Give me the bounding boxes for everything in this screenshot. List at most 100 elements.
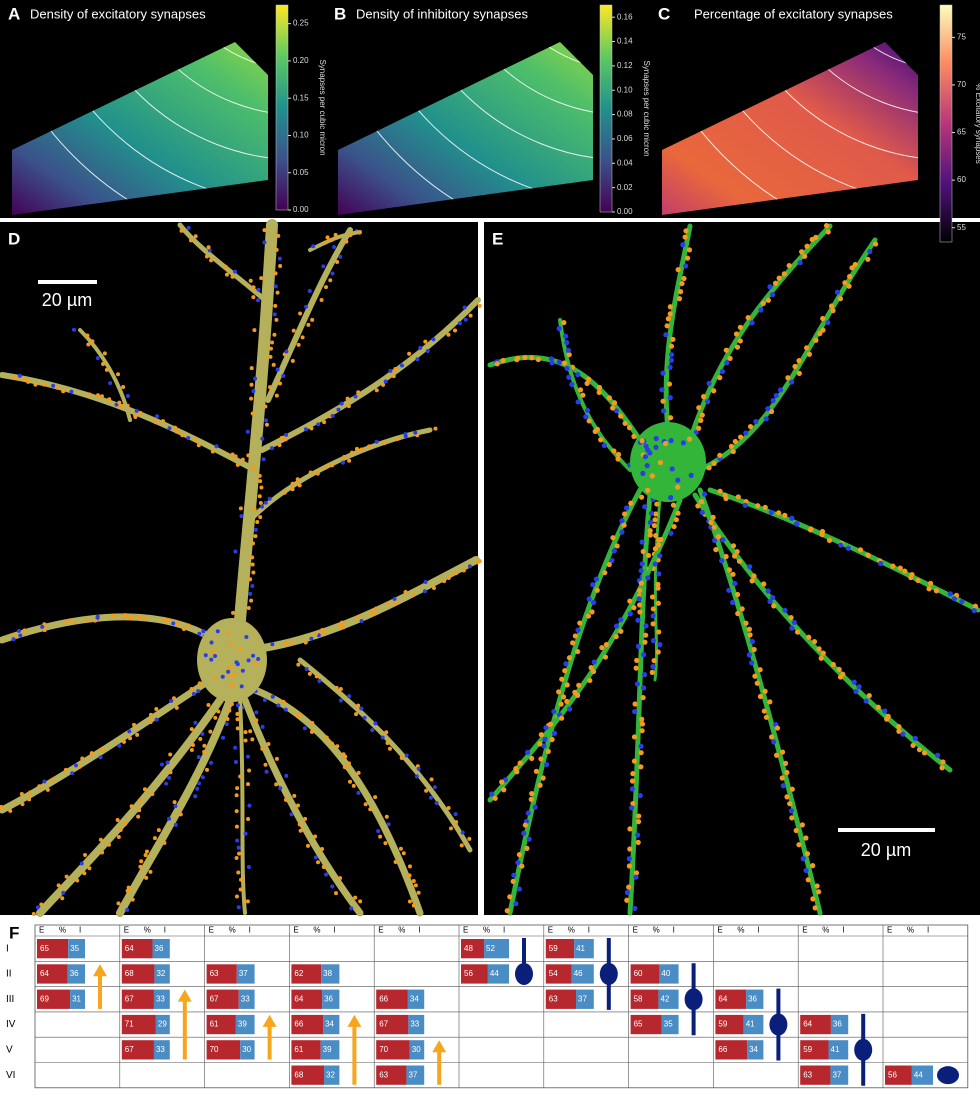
- excitatory-bar: [800, 1040, 829, 1060]
- synapse-dot: [188, 238, 193, 243]
- synapse-dot: [453, 812, 458, 817]
- inhibitory-value: 39: [238, 1020, 247, 1029]
- synapse-dot: [650, 606, 656, 612]
- synapse-dot: [723, 553, 729, 560]
- synapse-dot: [575, 372, 581, 378]
- excitatory-value: 70: [379, 1045, 388, 1054]
- synapse-dot: [662, 440, 669, 447]
- synapse-dot: [407, 873, 412, 878]
- column-header: E: [124, 926, 129, 935]
- synapse-dot: [619, 518, 625, 524]
- synapse-dot: [258, 501, 263, 506]
- synapse-dot: [278, 263, 283, 268]
- excitatory-value: 48: [464, 944, 473, 953]
- synapse-dot: [249, 598, 254, 603]
- colorbar-tick-label: 0.20: [293, 56, 309, 65]
- synapse-dot: [258, 479, 263, 484]
- synapse-dot: [732, 438, 738, 445]
- synapse-dot: [737, 338, 743, 344]
- synapse-dot: [311, 244, 316, 249]
- synapse-dot: [229, 683, 234, 688]
- synapse-dot: [267, 496, 272, 501]
- synapse-dot: [627, 598, 633, 604]
- synapse-dot: [599, 644, 605, 651]
- synapse-dot: [556, 689, 562, 695]
- synapse-dot: [404, 753, 409, 758]
- synapse-dot: [411, 878, 416, 883]
- dendrite: [308, 230, 362, 252]
- inhibitory-bar: [830, 1014, 849, 1035]
- dendrite: [116, 696, 234, 917]
- synapse-dot: [55, 385, 60, 390]
- synapse-dot: [215, 629, 220, 634]
- synapse-dot: [411, 592, 416, 597]
- synapse-dot: [934, 752, 941, 758]
- synapse-dot: [382, 441, 387, 446]
- inhibitory-bar: [324, 1065, 340, 1085]
- synapse-dot: [650, 664, 656, 670]
- inhibitory-value: 36: [70, 969, 79, 978]
- synapse-dot: [121, 385, 126, 390]
- excitatory-value: 67: [210, 994, 219, 1003]
- synapse-dot: [257, 494, 262, 499]
- excitatory-bar: [630, 964, 660, 984]
- column-header: E: [463, 926, 468, 935]
- colorbar-tick-label: 0.00: [617, 207, 633, 216]
- synapse-dot: [837, 296, 844, 302]
- synapse-dot: [330, 271, 335, 276]
- column-header: E: [548, 926, 553, 935]
- neuron-e: [487, 223, 980, 916]
- synapse-dot: [749, 660, 755, 666]
- synapse-dot: [234, 793, 239, 798]
- synapse-dot: [403, 432, 408, 437]
- synapse-dot: [522, 822, 528, 828]
- synapse-dot: [696, 425, 702, 431]
- column-header: I: [503, 926, 505, 935]
- synapse-dot: [403, 589, 408, 594]
- synapse-dot: [656, 542, 662, 548]
- synapse-dot: [515, 860, 521, 866]
- synapse-dot: [174, 705, 179, 710]
- synapse-dot: [263, 418, 268, 423]
- synapse-dot: [353, 394, 358, 399]
- synapse-dot: [446, 332, 451, 337]
- synapse-dot: [515, 355, 521, 361]
- synapse-dot: [633, 665, 639, 671]
- synapse-dot: [317, 679, 322, 684]
- inhibitory-value: 33: [241, 994, 250, 1003]
- synapse-dot: [106, 842, 111, 847]
- dendrite: [692, 492, 953, 773]
- heatmap-b: [338, 42, 593, 215]
- synapse-dot: [428, 795, 433, 800]
- synapse-dot: [789, 815, 795, 821]
- synapse-dot: [802, 253, 808, 259]
- synapse-dot: [788, 614, 794, 621]
- excitatory-value: 58: [634, 994, 643, 1003]
- synapse-dot: [845, 545, 851, 551]
- synapse-dot: [363, 802, 368, 807]
- synapse-dot: [641, 672, 648, 678]
- synapse-dot: [101, 361, 106, 366]
- synapse-dot: [667, 311, 673, 317]
- excitatory-value: 61: [294, 1045, 303, 1054]
- synapse-dot: [747, 632, 753, 638]
- synapse-dot: [591, 659, 597, 665]
- dendrite: [687, 223, 833, 443]
- synapse-dot: [785, 375, 791, 381]
- synapse-dot: [191, 691, 196, 696]
- synapse-dot: [794, 521, 800, 527]
- synapse-dot: [719, 558, 725, 564]
- excitatory-bar: [37, 939, 69, 959]
- inhibitory-bar: [240, 1040, 255, 1060]
- synapse-dot: [259, 485, 264, 490]
- dendrite: [0, 372, 258, 473]
- synapse-dot: [204, 254, 209, 259]
- panel-title: Density of excitatory synapses: [30, 6, 206, 21]
- synapse-dot: [335, 259, 340, 264]
- synapse-dot: [254, 718, 259, 723]
- synapse-dot: [295, 713, 300, 718]
- excitatory-bar: [291, 964, 322, 984]
- synapse-dot: [667, 304, 673, 310]
- synapse-dot: [912, 735, 918, 742]
- synapse-dot: [226, 630, 231, 635]
